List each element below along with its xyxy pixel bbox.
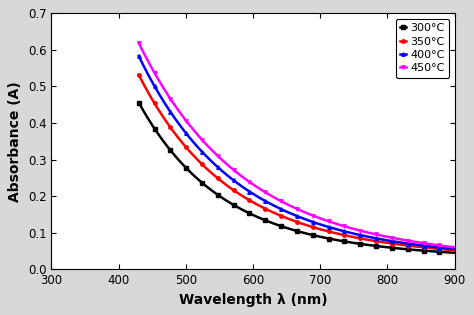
400°C bbox=[307, 219, 312, 223]
Line: 450°C: 450°C bbox=[137, 41, 456, 249]
Legend: 300°C, 350°C, 400°C, 450°C: 300°C, 350°C, 400°C, 450°C bbox=[396, 19, 449, 78]
400°C bbox=[395, 240, 401, 244]
300°C bbox=[452, 251, 457, 255]
Line: 300°C: 300°C bbox=[137, 101, 456, 255]
350°C bbox=[452, 248, 457, 252]
350°C bbox=[307, 224, 312, 228]
450°C bbox=[288, 204, 293, 208]
300°C bbox=[307, 232, 312, 236]
400°C bbox=[286, 211, 292, 215]
350°C bbox=[136, 73, 142, 77]
400°C bbox=[136, 54, 142, 58]
300°C bbox=[395, 246, 401, 250]
Y-axis label: Absorbance (A): Absorbance (A) bbox=[9, 81, 22, 202]
400°C bbox=[324, 225, 329, 228]
450°C bbox=[444, 244, 450, 248]
400°C bbox=[452, 247, 457, 251]
300°C bbox=[136, 100, 142, 104]
450°C bbox=[395, 237, 401, 241]
450°C bbox=[324, 219, 329, 222]
300°C bbox=[286, 227, 292, 231]
450°C bbox=[307, 212, 312, 216]
450°C bbox=[452, 245, 457, 249]
350°C bbox=[286, 217, 292, 221]
Line: 350°C: 350°C bbox=[137, 73, 456, 252]
400°C bbox=[444, 246, 450, 250]
350°C bbox=[288, 218, 293, 221]
350°C bbox=[324, 229, 329, 233]
300°C bbox=[444, 250, 450, 254]
450°C bbox=[136, 41, 142, 45]
400°C bbox=[288, 211, 293, 215]
X-axis label: Wavelength λ (nm): Wavelength λ (nm) bbox=[179, 293, 327, 307]
300°C bbox=[288, 227, 293, 231]
Line: 400°C: 400°C bbox=[137, 54, 456, 251]
350°C bbox=[444, 248, 450, 251]
300°C bbox=[324, 236, 329, 240]
450°C bbox=[286, 203, 292, 207]
350°C bbox=[395, 243, 401, 246]
